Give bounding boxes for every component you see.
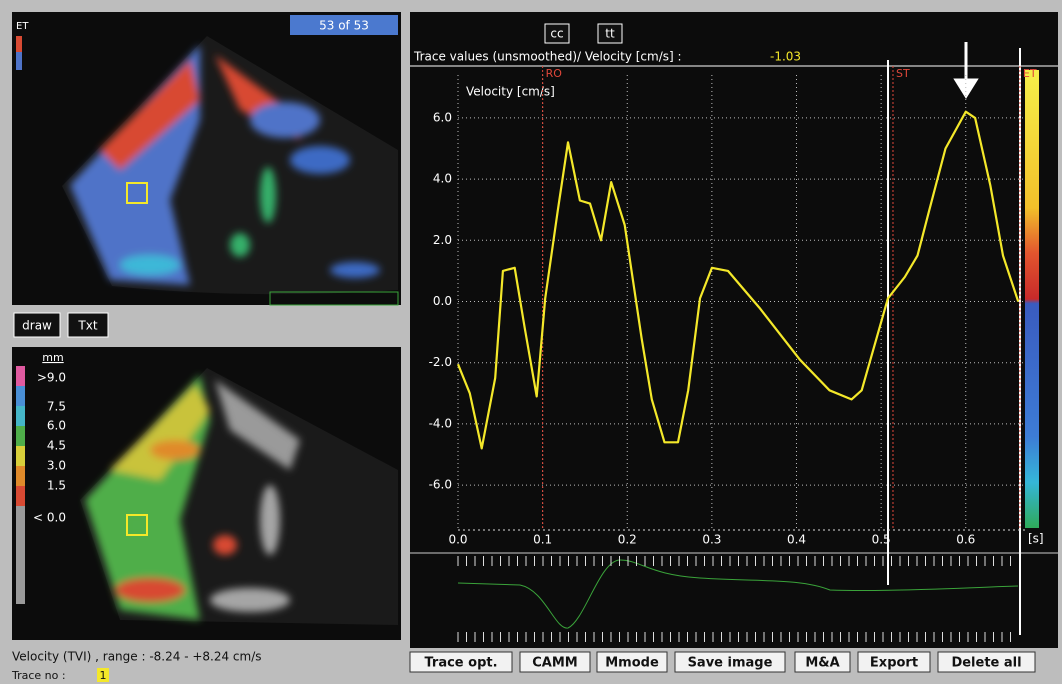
y-tick-label: 0.0 bbox=[433, 294, 452, 308]
app-window: ET 53 of 53 draw Txt bbox=[0, 0, 1062, 684]
button-bar: Trace opt. CAMM Mmode Save image M&A Export De… bbox=[410, 652, 1035, 672]
button-label[interactable]: Delete all bbox=[951, 656, 1021, 671]
x-tick-label: 0.2 bbox=[618, 533, 637, 547]
button-label[interactable]: Save image bbox=[688, 656, 773, 671]
event-label: ST bbox=[896, 67, 910, 80]
image-label: ET bbox=[16, 21, 29, 32]
button-label[interactable]: M&A bbox=[805, 656, 839, 671]
button-label[interactable]: Mmode bbox=[605, 656, 659, 671]
x-tick-label: 0.0 bbox=[448, 533, 467, 547]
button-label[interactable]: CAMM bbox=[532, 656, 577, 671]
button[interactable]: M&A bbox=[795, 652, 850, 672]
y-tick-label: 2.0 bbox=[433, 233, 452, 247]
x-unit: [s] bbox=[1028, 532, 1044, 546]
readout-label: Trace values (unsmoothed)/ Velocity [cm/… bbox=[413, 50, 682, 64]
scale-swatches bbox=[16, 366, 25, 604]
toggle-label[interactable]: tt bbox=[605, 27, 615, 41]
button[interactable]: CAMM bbox=[520, 652, 590, 672]
button[interactable]: Mmode bbox=[597, 652, 667, 672]
y-tick-label: -4.0 bbox=[429, 416, 452, 430]
x-tick-label: 0.6 bbox=[956, 533, 975, 547]
color-bar bbox=[1025, 70, 1039, 528]
button-label[interactable]: Trace opt. bbox=[424, 656, 497, 671]
x-tick-label: 0.1 bbox=[533, 533, 552, 547]
tool-label[interactable]: Txt bbox=[77, 319, 97, 333]
tool-label[interactable]: draw bbox=[22, 319, 52, 333]
button[interactable]: Save image bbox=[675, 652, 785, 672]
button-label[interactable]: Export bbox=[870, 656, 918, 671]
event-label: ET bbox=[1023, 67, 1037, 80]
trace-label: Trace no : bbox=[11, 669, 66, 682]
x-tick-label: 0.5 bbox=[872, 533, 891, 547]
button[interactable]: Trace opt. bbox=[410, 652, 512, 672]
button[interactable]: Export bbox=[858, 652, 930, 672]
y-tick-label: 6.0 bbox=[433, 110, 452, 124]
scale-unit: mm bbox=[42, 351, 63, 364]
scale-label: 6.0 bbox=[47, 419, 66, 433]
tool-button[interactable]: draw bbox=[14, 313, 60, 337]
y-tick-label: -2.0 bbox=[429, 355, 452, 369]
scale-label: 7.5 bbox=[47, 400, 66, 414]
scale-label: 4.5 bbox=[47, 439, 66, 453]
y-axis-title: Velocity [cm/s] bbox=[466, 85, 555, 99]
scale-label: < 0.0 bbox=[33, 511, 66, 525]
y-tick-label: -6.0 bbox=[429, 478, 452, 492]
readout-value: -1.03 bbox=[770, 50, 801, 64]
tool-button[interactable]: Txt bbox=[68, 313, 108, 337]
y-tick-label: 4.0 bbox=[433, 172, 452, 186]
x-tick-label: 0.3 bbox=[702, 533, 721, 547]
button[interactable]: Delete all bbox=[938, 652, 1035, 672]
event-label: RO bbox=[546, 67, 563, 80]
x-tick-label: 0.4 bbox=[787, 533, 806, 547]
scale-label: >9.0 bbox=[37, 371, 66, 385]
frame-counter: 53 of 53 bbox=[319, 19, 369, 33]
toggle-label[interactable]: cc bbox=[550, 27, 563, 41]
toggle[interactable]: cc bbox=[545, 24, 569, 43]
status-range: Velocity (TVI) , range : -8.24 - +8.24 c… bbox=[12, 650, 262, 664]
scale-label: 1.5 bbox=[47, 479, 66, 493]
trace-no: 1 bbox=[100, 669, 107, 682]
toggle[interactable]: tt bbox=[598, 24, 622, 43]
color-swatch bbox=[16, 52, 22, 70]
scale-label: 3.0 bbox=[47, 459, 66, 473]
